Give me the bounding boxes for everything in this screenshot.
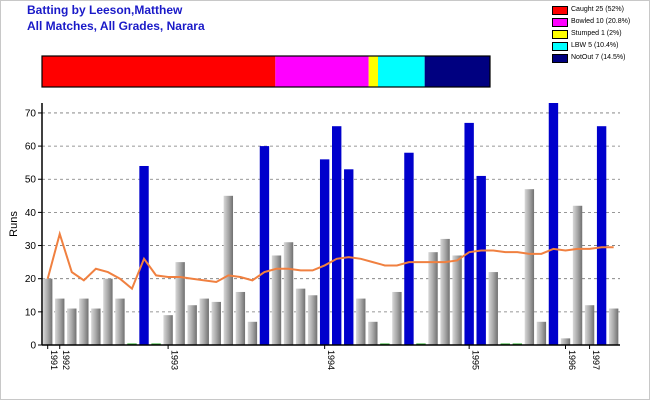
legend-label-caught: Caught 25 (52%) [571,6,624,13]
legend-swatch-caught [552,6,568,15]
chart-subtitle: All Matches, All Grades, Narara [27,19,205,33]
x-tick-label: 1991 [49,350,59,370]
dismissal-bar-outline [41,55,491,88]
innings-bar [307,295,318,345]
not-out-bar [476,175,486,345]
not-out-bar [319,159,330,345]
innings-bar [440,238,450,345]
innings-bar [524,189,535,345]
average-line [46,230,614,291]
x-tick-label: 1994 [326,350,336,370]
x-tick-label: 1995 [471,350,481,370]
innings-bar [452,255,462,345]
innings-bar [223,195,234,345]
x-tick-label: 1997 [591,350,601,370]
innings-bar [608,308,619,345]
innings-bar [536,321,547,345]
innings-bar [67,308,77,345]
innings-bar [271,255,282,345]
dismissal-segment [42,56,276,87]
innings-bar [43,278,53,345]
x-tick-label: 1993 [170,350,180,370]
legend-swatch-bowled [552,18,568,27]
y-tick-label: 0 [30,341,36,352]
innings-bar [55,298,65,345]
legend-swatch-stumped [552,30,568,39]
y-tick-label: 10 [25,307,37,318]
x-tick-label: 1992 [61,350,71,370]
innings-bar [163,315,173,345]
not-out-bar [332,126,342,346]
innings-bar [79,298,89,345]
innings-bar [91,308,101,345]
y-tick-label: 20 [25,274,37,285]
not-out-bar [596,126,607,346]
legend-swatch-notout [552,54,568,63]
y-tick-label: 50 [25,175,37,186]
innings-bar [560,338,571,345]
not-out-bar [404,152,414,345]
legend-swatch-lbw [552,42,568,51]
innings-bar [235,291,246,345]
not-out-bar [548,103,559,345]
y-tick-label: 60 [25,142,37,153]
not-out-bar [139,165,149,345]
innings-bar [283,242,294,345]
innings-bar [295,288,306,345]
innings-bar [428,252,438,345]
innings-bar [584,305,595,345]
dismissal-segment [275,56,369,87]
innings-bar [199,298,209,345]
innings-bar [103,278,113,345]
y-tick-label: 70 [25,108,37,119]
legend-label-notout: NotOut 7 (14.5%) [571,54,626,61]
innings-bar [211,301,221,345]
innings-bar [247,321,258,345]
dismissal-segment [368,56,378,87]
y-axis-label: Runs [8,211,20,237]
dismissal-segment [424,56,490,87]
chart-title: Batting by Leeson,Matthew [27,3,183,17]
innings-bar [356,298,366,345]
legend-label-stumped: Stumped 1 (2%) [571,30,622,37]
innings-bar [572,205,583,345]
legend-label-lbw: LBW 5 (10.4%) [571,42,619,49]
y-tick-label: 30 [25,241,37,252]
not-out-bar [259,146,270,345]
dismissal-segment [378,56,425,87]
innings-bar [175,262,185,345]
innings-bar [488,272,498,345]
x-tick-label: 1996 [567,350,577,370]
not-out-bar [464,122,474,345]
innings-bar [392,291,402,345]
innings-bar [368,321,378,345]
innings-bar [115,298,125,345]
innings-bar [187,305,197,345]
legend-label-bowled: Bowled 10 (20.8%) [571,18,631,25]
y-tick-label: 40 [25,208,37,219]
